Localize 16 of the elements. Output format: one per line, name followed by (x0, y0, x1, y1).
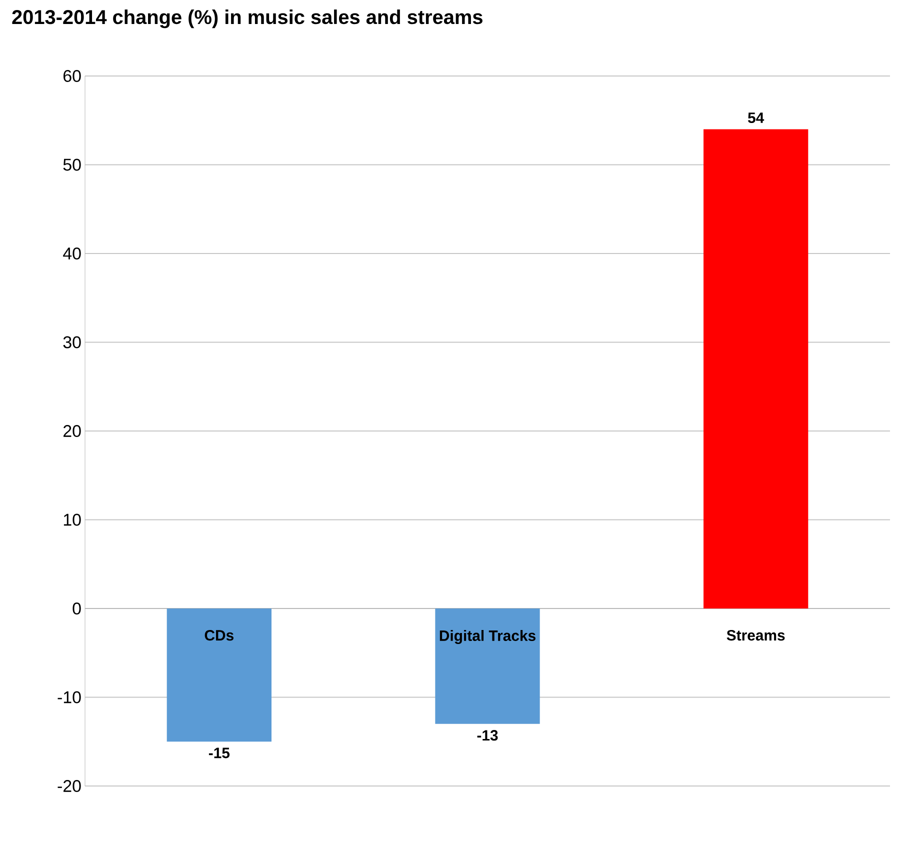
x-tick-label: CDs (204, 630, 234, 641)
y-tick-label: 60 (64, 70, 81, 82)
y-tick-label: 20 (64, 424, 81, 437)
y-tick-label: 50 (63, 158, 81, 171)
y-tick-label: 30 (63, 336, 81, 348)
y-tick-label: -10 (58, 691, 81, 704)
data-label: 54 (748, 112, 764, 124)
y-tick-label: 0 (72, 602, 81, 614)
data-label: -13 (477, 730, 498, 741)
x-tick-label: Streams (726, 630, 785, 641)
y-tick-label: -20 (58, 780, 81, 792)
y-tick-label: 40 (63, 247, 81, 260)
chart-title: 2013-2014 change (%) in music sales and streams (12, 10, 482, 28)
y-tick-label: 10 (64, 514, 81, 526)
x-tick-label: Digital Tracks (440, 630, 536, 644)
data-label: -15 (208, 748, 230, 758)
